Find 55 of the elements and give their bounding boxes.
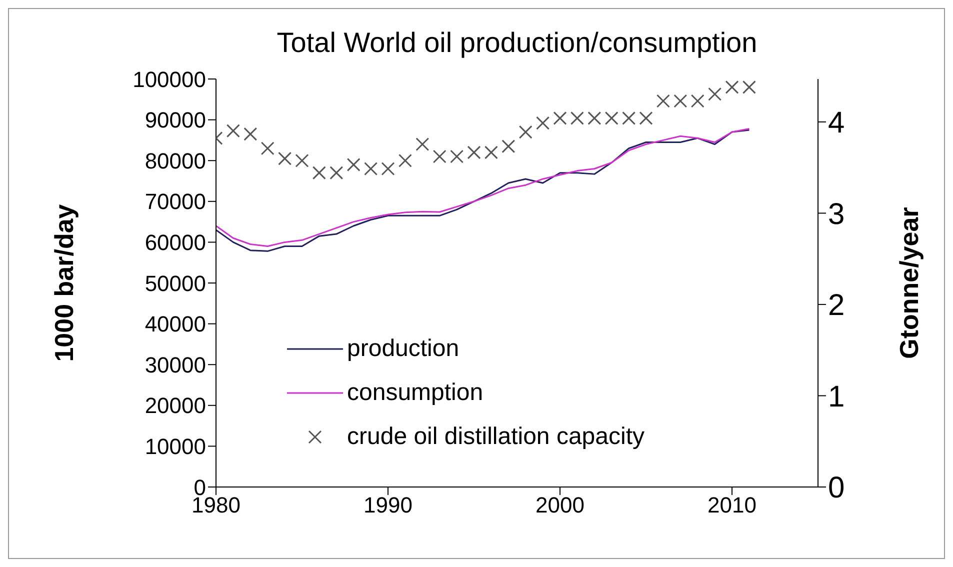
- y-tick-label: 70000: [144, 189, 206, 214]
- point: [502, 140, 516, 154]
- y-tick-label: 30000: [144, 352, 206, 378]
- point: [467, 146, 481, 160]
- legend-label: crude oil distillation capacity: [347, 423, 644, 451]
- point: [295, 154, 309, 168]
- y2-tick-label: 1: [828, 380, 845, 414]
- point: [570, 111, 584, 125]
- x-tick-label: 1990: [364, 492, 412, 518]
- y-tick-label: 80000: [144, 148, 206, 174]
- y2-tick-label: 2: [828, 289, 845, 322]
- y2-tick-label: 3: [828, 198, 845, 231]
- point: [244, 127, 258, 141]
- point: [536, 116, 550, 130]
- point: [330, 166, 344, 180]
- y2-tick-label: 4: [828, 106, 845, 140]
- point: [346, 158, 360, 172]
- point: [742, 80, 756, 94]
- point: [381, 162, 395, 176]
- point: [518, 125, 532, 139]
- legend-label: production: [347, 335, 460, 363]
- point: [656, 94, 670, 108]
- y2-axis-title: Gtonne/year: [894, 207, 924, 359]
- x-tick-label: 2000: [536, 492, 584, 518]
- y-tick-label: 10000: [144, 434, 206, 460]
- point: [260, 142, 274, 156]
- y-tick-label: 50000: [144, 270, 206, 296]
- y2-tick-label: 0: [828, 472, 845, 505]
- y-tick-label: 90000: [144, 108, 206, 133]
- point: [416, 138, 430, 152]
- point: [690, 94, 704, 108]
- y-axis-title: 1000 bar/day: [49, 204, 80, 362]
- point: [604, 111, 618, 125]
- y-tick-label: 40000: [144, 312, 206, 337]
- point: [725, 80, 739, 94]
- y-tick-label: 60000: [144, 230, 206, 256]
- point: [708, 87, 722, 101]
- point: [364, 162, 378, 176]
- point: [674, 94, 688, 108]
- point: [553, 111, 567, 125]
- point: [226, 124, 240, 138]
- point: [484, 146, 498, 160]
- chart-title: Total World oil production/consumption: [276, 27, 758, 59]
- point: [278, 152, 292, 166]
- x-tick-label: 2010: [708, 492, 756, 518]
- point: [588, 111, 602, 125]
- y-tick-label: 20000: [144, 393, 206, 418]
- point: [398, 154, 412, 168]
- point: [432, 150, 446, 164]
- legend-label: consumption: [347, 379, 484, 407]
- point: [639, 111, 653, 125]
- point: [622, 111, 636, 125]
- point: [450, 150, 464, 164]
- point: [312, 166, 326, 180]
- y-tick-label: 100000: [132, 66, 206, 92]
